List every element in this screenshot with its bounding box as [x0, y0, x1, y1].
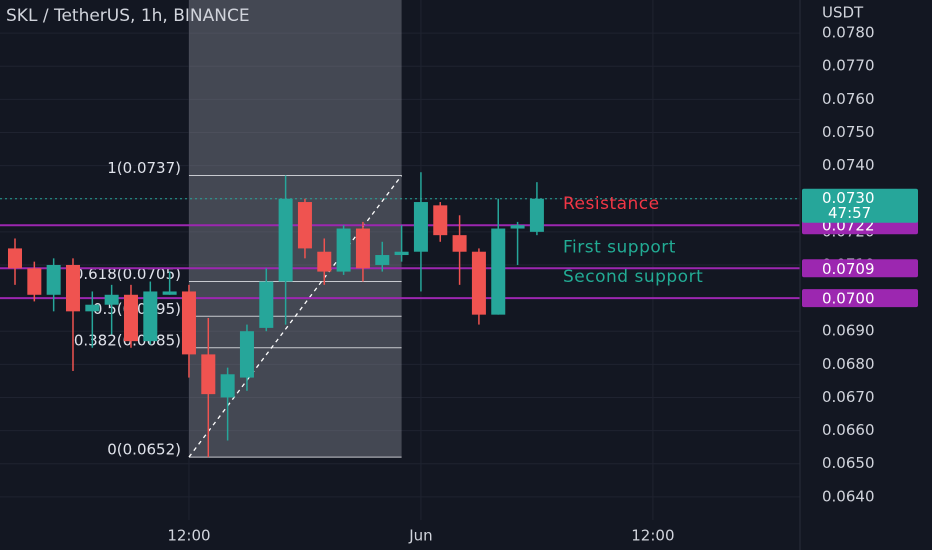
candle-body [375, 255, 390, 265]
candle-body [297, 202, 312, 249]
y-tick-label: 0.0760 [822, 90, 875, 108]
candle-body [259, 281, 274, 328]
y-tick-label: 0.0670 [822, 388, 875, 406]
price-countdown: 47:57 [828, 204, 871, 222]
candle-body [27, 268, 42, 295]
candle-body [510, 225, 525, 229]
candle-body [123, 294, 138, 342]
candle-body [239, 331, 254, 378]
x-tick-label: Jun [408, 527, 432, 545]
level-tag-label: 0.0709 [822, 260, 875, 278]
fib-label: 0(0.0652) [107, 441, 181, 459]
candle-body [394, 251, 409, 256]
candle-body [413, 202, 428, 252]
candle-body [104, 294, 119, 305]
candle-body [471, 251, 486, 315]
chart-title: SKL / TetherUS, 1h, BINANCE [6, 6, 250, 26]
y-axis-label: USDT [822, 4, 864, 22]
level-tag-label: 0.0700 [822, 290, 875, 308]
price-tag-label: 0.0730 [822, 189, 875, 207]
x-tick-label: 12:00 [167, 527, 210, 545]
candle-body [529, 198, 544, 232]
level-name: Second support [563, 267, 703, 287]
y-tick-label: 0.0650 [822, 454, 875, 472]
candle-body [220, 374, 235, 398]
candle-body [433, 205, 448, 236]
candle-body [317, 251, 332, 272]
candle-body [355, 228, 370, 269]
level-tag [802, 259, 918, 278]
fib-trend-line [188, 175, 403, 458]
candle-body [452, 235, 467, 252]
candle-body [336, 228, 351, 272]
y-tick-label: 0.0750 [822, 123, 875, 141]
level-name: Resistance [563, 194, 660, 214]
price-tag [802, 188, 918, 223]
fib-label: 1(0.0737) [107, 159, 181, 177]
candle-body [278, 198, 293, 282]
candle-body [181, 291, 196, 355]
y-tick-label: 0.0640 [822, 487, 875, 505]
x-tick-label: 12:00 [631, 527, 674, 545]
candle-body [46, 264, 61, 295]
y-tick-label: 0.0770 [822, 57, 875, 75]
candle-body [143, 291, 158, 342]
y-tick-label: 0.0740 [822, 156, 875, 174]
y-tick-label: 0.0680 [822, 355, 875, 373]
level-name: First support [563, 237, 676, 257]
candle-body [201, 354, 216, 395]
candle-body [65, 264, 80, 312]
y-tick-label: 0.0690 [822, 322, 875, 340]
y-tick-label: 0.0780 [822, 24, 875, 42]
candle-body [8, 248, 22, 269]
fib-label: 0.618(0.0705) [74, 265, 181, 283]
candle-body [491, 228, 506, 315]
candle-body [162, 291, 177, 295]
candle-body [85, 304, 100, 312]
level-tag [802, 289, 918, 308]
y-tick-label: 0.0660 [822, 421, 875, 439]
